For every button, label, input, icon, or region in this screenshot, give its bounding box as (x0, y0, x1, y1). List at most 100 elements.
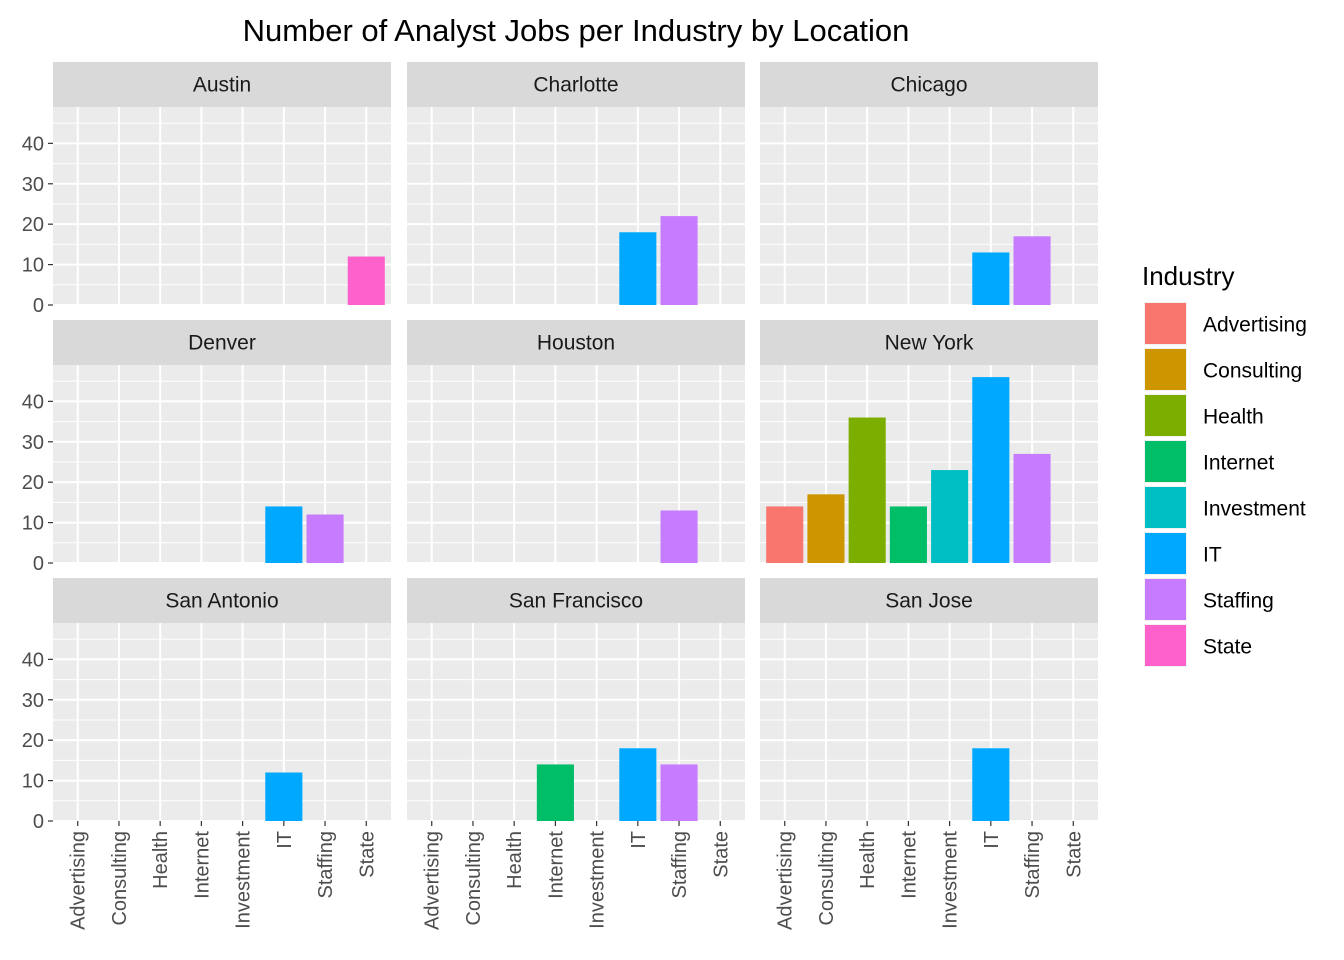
bar-it (265, 506, 303, 563)
facet-strip (407, 320, 745, 365)
bar-consulting (807, 494, 845, 563)
bar-it (265, 772, 303, 821)
bar-internet (536, 764, 574, 821)
facet-strip-label: Houston (537, 332, 615, 355)
x-tick-label: IT (981, 831, 1003, 849)
x-tick-label: Health (150, 831, 172, 889)
bar-staffing (1013, 236, 1051, 305)
bar-investment (931, 470, 969, 563)
x-tick-label: Internet (898, 831, 920, 899)
x-tick-label: IT (628, 831, 650, 849)
x-tick-label: Internet (191, 831, 213, 899)
y-tick-label: 30 (22, 174, 44, 196)
x-tick-label: Staffing (669, 831, 691, 898)
legend-swatch (1145, 395, 1186, 436)
x-tick-label: Advertising (775, 831, 797, 930)
y-tick-label: 40 (22, 391, 44, 413)
x-tick-label: IT (274, 831, 296, 849)
facet-strip (760, 578, 1098, 623)
bar-internet (889, 506, 927, 563)
legend-swatch (1145, 579, 1186, 620)
y-tick-label: 40 (22, 649, 44, 671)
facet-strip (407, 578, 745, 623)
y-tick-label: 10 (22, 255, 44, 277)
facet-panel: Houston (407, 320, 745, 564)
y-tick-label: 20 (22, 730, 44, 752)
facet-strip-label: San Antonio (165, 590, 278, 613)
legend-item: Staffing (1144, 578, 1274, 621)
bar-health (848, 417, 886, 563)
legend-swatch (1145, 349, 1186, 390)
facet-strip-label: Chicago (890, 74, 967, 97)
y-tick-label: 20 (22, 472, 44, 494)
legend-swatch (1145, 625, 1186, 666)
x-tick-label: Internet (545, 831, 567, 899)
y-tick-label: 0 (33, 295, 44, 317)
legend-swatch (1145, 303, 1186, 344)
facet-panel: Chicago (760, 62, 1098, 306)
facet-panel: San Francisco Advertising Consulting Health… (407, 578, 745, 930)
facet-strip (53, 578, 391, 623)
facet-strip-label: New York (885, 332, 974, 355)
facet-panel: San Jose Advertising Consulting Health Inter… (760, 578, 1098, 930)
legend-item: Health (1144, 394, 1264, 437)
bar-staffing (660, 764, 698, 821)
x-tick-label: Health (857, 831, 879, 889)
x-tick-label: Consulting (463, 831, 485, 926)
facet-panel: San Antonio 0 10 20 30 40 Advertising Consultin… (22, 578, 391, 930)
x-tick-label: Investment (233, 831, 255, 929)
facet-panel: Denver 0 10 20 30 40 (22, 320, 391, 575)
y-tick-label: 0 (33, 553, 44, 575)
legend-label: Consulting (1203, 360, 1302, 383)
x-tick-label: Staffing (1022, 831, 1044, 898)
x-tick-label: State (1063, 831, 1085, 878)
facet-strip-label: Charlotte (533, 74, 618, 97)
x-tick-label: Staffing (315, 831, 337, 898)
bar-it (619, 232, 657, 305)
legend-label: Health (1203, 406, 1264, 429)
facet-panel: Austin 0 10 20 30 40 (22, 62, 391, 317)
facet-strip (53, 62, 391, 107)
bar-it (619, 748, 657, 821)
x-tick-label: Consulting (109, 831, 131, 926)
x-tick-label: Advertising (68, 831, 90, 930)
facet-strip-label: San Jose (885, 590, 973, 613)
legend-label: IT (1203, 544, 1222, 567)
bar-staffing (1013, 453, 1051, 563)
x-tick-label: State (356, 831, 378, 878)
facet-strip-label: Austin (193, 74, 251, 97)
y-tick-label: 40 (22, 133, 44, 155)
bar-staffing (660, 510, 698, 563)
legend-swatch (1145, 533, 1186, 574)
x-tick-label: Consulting (816, 831, 838, 926)
x-tick-label: Investment (940, 831, 962, 929)
y-tick-label: 10 (22, 513, 44, 535)
y-tick-label: 0 (33, 811, 44, 833)
legend-title: Industry (1142, 261, 1235, 291)
x-tick-label: Health (504, 831, 526, 889)
bar-advertising (766, 506, 804, 563)
legend-swatch (1145, 441, 1186, 482)
legend-label: Staffing (1203, 590, 1274, 613)
facet-strip-label: Denver (188, 332, 256, 355)
x-tick-label: Advertising (422, 831, 444, 930)
chart-title: Number of Analyst Jobs per Industry by L… (243, 13, 910, 48)
y-tick-label: 30 (22, 690, 44, 712)
legend-label: Advertising (1203, 314, 1307, 337)
legend-label: State (1203, 636, 1252, 659)
facet-strip (760, 62, 1098, 107)
bar-it (972, 252, 1010, 305)
bar-staffing (660, 216, 698, 305)
plot-panel (760, 623, 1098, 821)
facet-strip-label: San Francisco (509, 590, 643, 613)
legend-item: IT (1144, 532, 1222, 575)
bar-it (972, 377, 1010, 563)
plot-panel (53, 623, 391, 821)
legend-item: Consulting (1144, 348, 1302, 391)
facet-strip (407, 62, 745, 107)
y-tick-label: 10 (22, 771, 44, 793)
facet-strip (53, 320, 391, 365)
bar-staffing (306, 514, 344, 563)
legend-item: State (1144, 624, 1252, 667)
